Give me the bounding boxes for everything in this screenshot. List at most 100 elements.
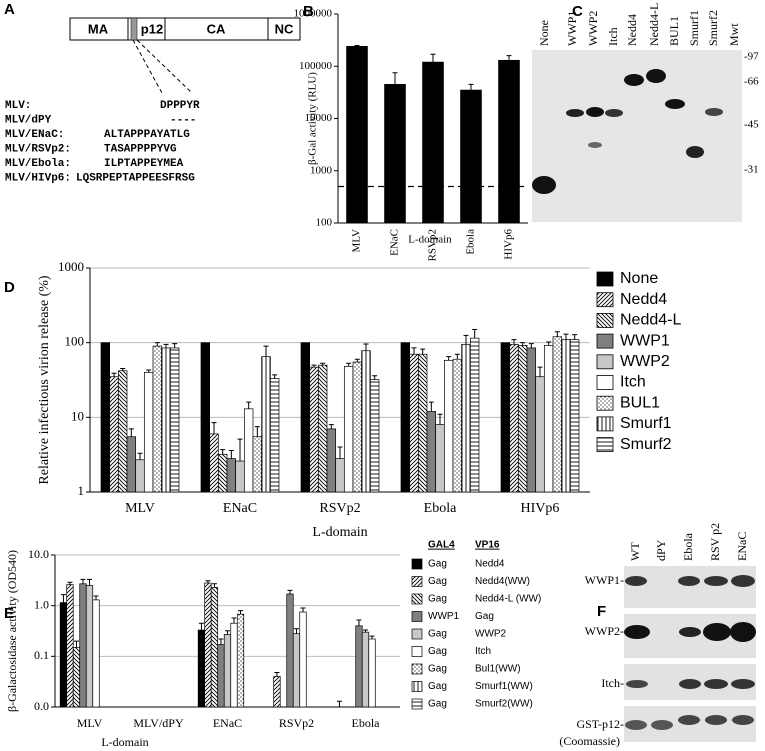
panel-label: F [597, 603, 606, 620]
legend-swatch [596, 416, 614, 432]
legend-swatch [596, 395, 614, 411]
lane-label: None [537, 20, 551, 46]
y-tick-label: 1.0 [34, 597, 49, 611]
bar [569, 339, 580, 493]
x-axis-label: L-domain [312, 525, 367, 540]
bar [543, 345, 554, 493]
y-tick-label: 10.0 [28, 547, 49, 561]
error-bar [537, 366, 543, 377]
bar [526, 347, 537, 493]
error-bar [73, 640, 79, 648]
lane-label: ENaC [735, 532, 749, 561]
panel-f: F (Coomassie) [559, 566, 756, 748]
error-bar [67, 581, 73, 585]
error-bar [128, 428, 134, 437]
band [705, 715, 727, 725]
bar [426, 411, 437, 493]
bar [59, 602, 68, 708]
marker-label: -45 [744, 119, 759, 131]
legend-label: Nedd4 [475, 559, 505, 570]
legend-label: Itch [475, 646, 491, 657]
y-tick-label: 0.1 [34, 648, 49, 662]
bar [143, 372, 154, 493]
y-tick-label: 0.0 [34, 699, 49, 713]
error-bar [363, 343, 369, 351]
legend-label: None [620, 270, 658, 287]
row-label: WWP1- [585, 573, 624, 587]
bar [317, 364, 328, 493]
bar [236, 613, 245, 708]
x-tick-label: ENaC [389, 229, 401, 256]
x-tick-label: Ebola [424, 501, 457, 516]
legend-label: Gag [428, 681, 447, 692]
sequence: LQSRPEPTAPPEESFRSG [76, 172, 195, 184]
lane-label: WWP1 [565, 11, 579, 46]
bar [243, 408, 254, 493]
x-tick-label: RSVp2 [279, 716, 314, 730]
error-bar [372, 375, 378, 380]
bar [369, 379, 380, 493]
construct-name: MLV/RSVp2: [5, 143, 71, 155]
bar [210, 586, 219, 708]
error-bar [87, 578, 92, 586]
legend-label: Smurf1(WW) [475, 681, 533, 692]
zoom-line [132, 39, 163, 94]
lane-label: Ebola [681, 532, 695, 561]
bar [461, 343, 471, 493]
y-tick-label: 1000 [58, 259, 84, 274]
error-bar [294, 628, 299, 634]
error-bar [369, 635, 375, 639]
bar [361, 350, 371, 493]
sequence: ILPTAPPEYMEA [104, 158, 184, 170]
band [665, 99, 685, 109]
band [605, 109, 623, 117]
bar [226, 458, 237, 493]
band [625, 576, 647, 586]
error-bar [80, 578, 86, 584]
band [703, 623, 731, 641]
bar [269, 378, 280, 493]
x-tick-label: RSVp2 [427, 229, 439, 261]
bar [517, 345, 528, 493]
legend-swatch [411, 646, 423, 657]
bar [161, 347, 171, 493]
error-bar [337, 446, 343, 459]
x-tick-label: HIVp6 [503, 229, 515, 260]
error-bar [231, 617, 237, 624]
error-bar [411, 347, 417, 355]
legend-swatch [596, 354, 614, 370]
y-axis-label: Relative infectious virion release (%) [37, 275, 52, 484]
legend-label: Gag [475, 611, 494, 622]
error-bar [311, 364, 317, 368]
legend-swatch [596, 375, 614, 390]
marker-label: -31 [744, 164, 759, 176]
bar [92, 599, 100, 708]
bar [335, 458, 345, 493]
error-bar [354, 358, 360, 363]
error-bar [328, 424, 334, 429]
band [679, 679, 701, 689]
error-bar [198, 622, 204, 631]
lane-label: Nedd4 [625, 14, 639, 46]
error-bar [354, 44, 360, 47]
band [586, 107, 604, 117]
error-bar [111, 372, 117, 377]
bar [417, 353, 428, 493]
bar [72, 647, 81, 708]
y-axis-label: β-Galactosidase activity (OD540) [5, 550, 19, 712]
panel-a: A MA p12 CA NC [4, 1, 301, 94]
lane-label: WWP2 [586, 11, 600, 46]
error-bar [211, 583, 217, 588]
bar [409, 353, 419, 493]
bar [286, 593, 294, 708]
bar [509, 343, 519, 493]
error-bar [220, 449, 226, 455]
band [731, 679, 755, 689]
error-bar [238, 610, 244, 615]
domain-label: p12 [141, 21, 163, 36]
band [532, 176, 556, 194]
band [626, 680, 648, 688]
bar [552, 336, 563, 493]
legend-swatch [411, 611, 423, 622]
